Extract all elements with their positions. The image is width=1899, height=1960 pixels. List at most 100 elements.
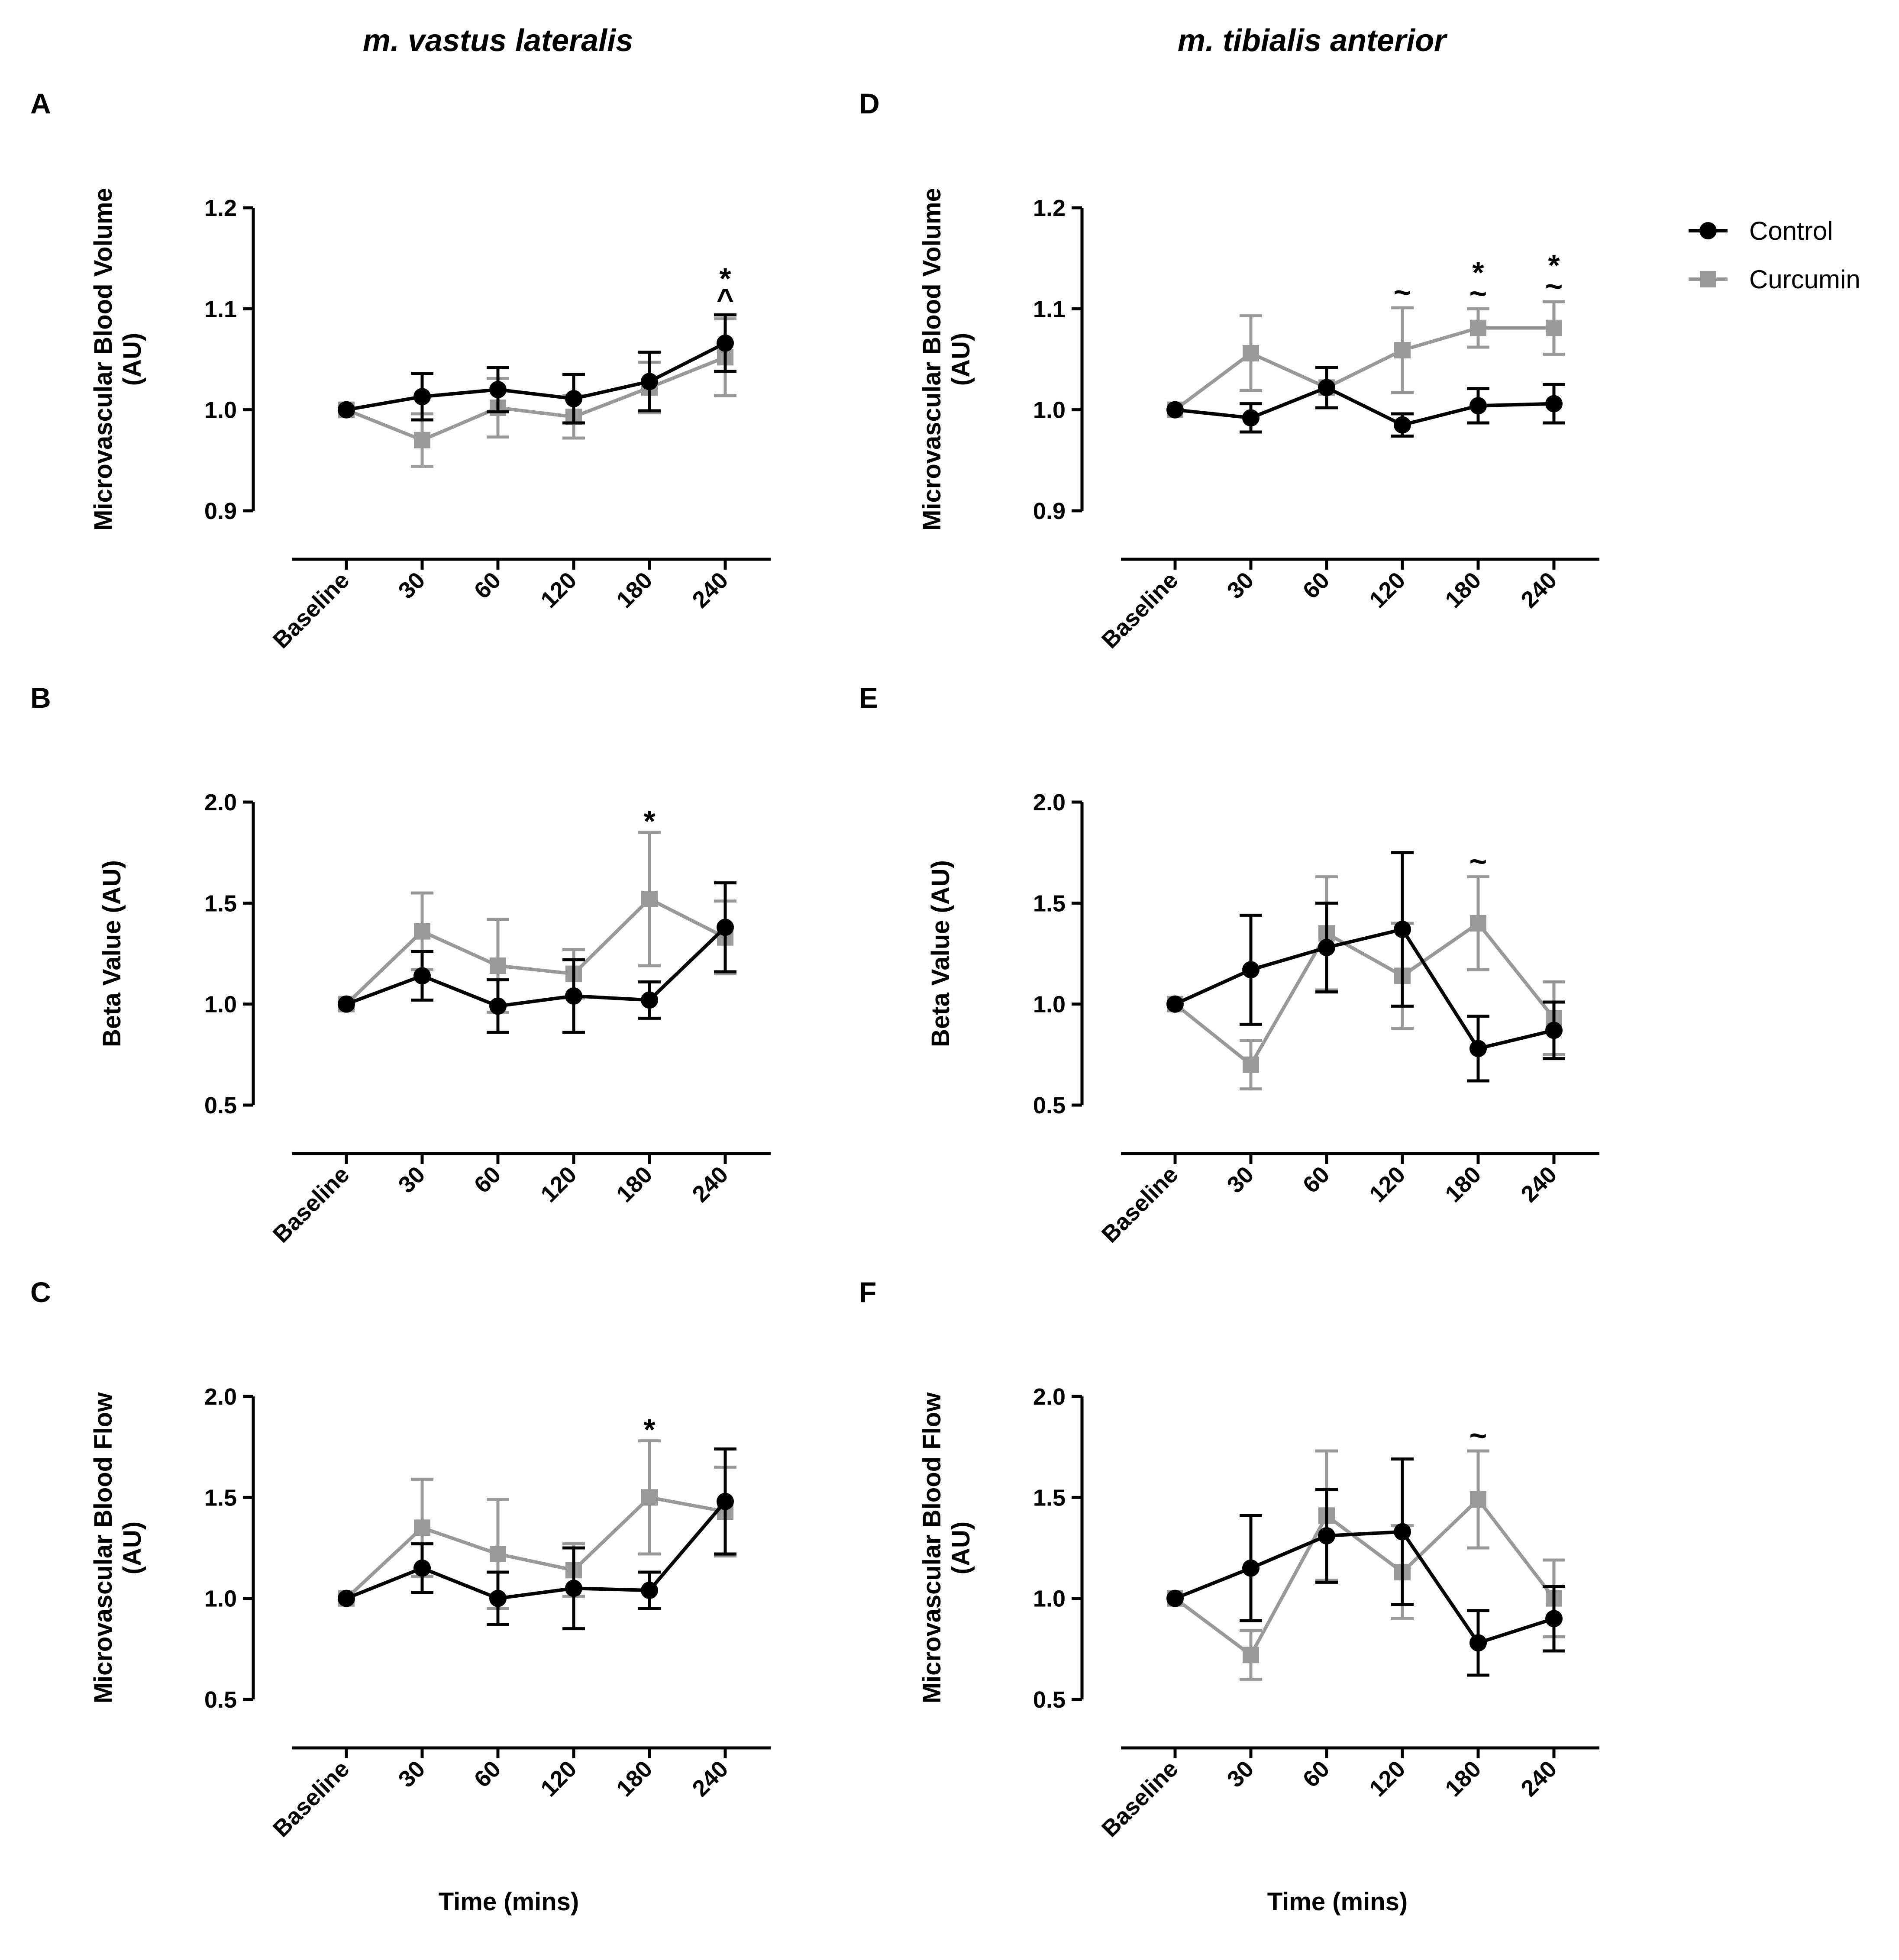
x-tick-label: 180 bbox=[611, 1161, 657, 1207]
y-axis-title: Beta Value (AU) bbox=[927, 860, 955, 1047]
series-curcumin bbox=[1167, 300, 1565, 418]
data-point-control bbox=[413, 388, 431, 406]
data-point-control bbox=[338, 401, 355, 419]
y-axis-title: Microvascular Blood Volume bbox=[89, 188, 117, 531]
y-tick-label: 0.9 bbox=[1033, 498, 1066, 524]
data-point-control bbox=[1166, 995, 1184, 1013]
significance-mark: * bbox=[719, 261, 731, 295]
y-tick-label: 1.5 bbox=[1033, 890, 1066, 916]
y-axis-title-line2: (AU) bbox=[947, 1522, 975, 1574]
x-tick-label: 120 bbox=[1364, 1756, 1410, 1802]
data-point-curcumin bbox=[1470, 319, 1486, 336]
data-point-control bbox=[489, 1589, 507, 1607]
data-point-curcumin bbox=[414, 432, 430, 448]
data-point-curcumin bbox=[1243, 1056, 1259, 1073]
series-control bbox=[1166, 851, 1565, 1083]
series-line-curcumin bbox=[345, 1496, 726, 1600]
data-point-control bbox=[338, 1589, 355, 1607]
panel-e: E 0.5 1.0 1.5 2.0 Baseline 30 60 120 180 240 Beta V… bbox=[859, 682, 1599, 1248]
x-tick-label: 180 bbox=[1440, 567, 1486, 613]
y-tick-label: 1.5 bbox=[1033, 1485, 1066, 1511]
x-tick-label: 120 bbox=[1364, 567, 1410, 613]
y-tick-label: 1.1 bbox=[204, 296, 237, 322]
y-tick-label: 0.9 bbox=[204, 498, 237, 524]
x-tick-label: 60 bbox=[1298, 1756, 1335, 1792]
data-point-curcumin bbox=[641, 1489, 658, 1506]
series-line-curcumin bbox=[346, 355, 726, 442]
y-tick-label: 1.0 bbox=[1033, 992, 1066, 1018]
panel-letter-a: A bbox=[30, 87, 51, 119]
x-tick-label: 120 bbox=[536, 1756, 581, 1802]
panel-letter-f: F bbox=[859, 1276, 876, 1308]
data-point-control bbox=[1242, 1559, 1260, 1577]
y-axis-title: Microvascular Blood Flow bbox=[89, 1392, 117, 1704]
y-tick-label: 0.5 bbox=[204, 1093, 237, 1119]
y-tick-label: 1.0 bbox=[1033, 397, 1066, 423]
y-tick-label: 1.1 bbox=[1033, 296, 1066, 322]
data-point-control bbox=[565, 390, 582, 407]
x-tick-label: Baseline bbox=[1097, 1756, 1183, 1842]
series-control bbox=[338, 1447, 736, 1631]
data-point-control bbox=[641, 991, 658, 1009]
data-point-control bbox=[489, 997, 507, 1015]
x-tick-label: Baseline bbox=[268, 567, 354, 653]
x-tick-label: 30 bbox=[394, 567, 430, 604]
x-tick-label: 240 bbox=[1516, 567, 1562, 613]
y-tick-label: 1.5 bbox=[204, 1485, 237, 1511]
data-point-control bbox=[1242, 409, 1260, 427]
data-point-control bbox=[1469, 1634, 1487, 1652]
data-point-control bbox=[1318, 939, 1335, 956]
y-tick-label: 1.0 bbox=[204, 397, 237, 423]
data-point-control bbox=[1242, 961, 1260, 979]
data-point-curcumin bbox=[1470, 1491, 1486, 1508]
x-tick-label: 180 bbox=[611, 1756, 657, 1802]
significance-mark: ^ bbox=[717, 282, 734, 316]
y-tick-label: 1.0 bbox=[204, 1586, 237, 1612]
x-tick-label: Baseline bbox=[268, 1756, 354, 1842]
significance-mark: ~ bbox=[1394, 275, 1411, 309]
data-point-control bbox=[1469, 397, 1487, 415]
legend-marker-curcumin bbox=[1700, 271, 1716, 287]
x-tick-label: 240 bbox=[1516, 1161, 1562, 1207]
legend: Control Curcumin bbox=[1689, 216, 1860, 294]
series-line-control bbox=[1174, 1530, 1555, 1645]
series-line-curcumin bbox=[1174, 1498, 1556, 1657]
data-point-control bbox=[1166, 401, 1184, 419]
panel-f: F 0.5 1.0 1.5 2.0 Baseline 30 60 120 180 240 Microv… bbox=[859, 1276, 1599, 1916]
significance-mark: ~ bbox=[1469, 276, 1487, 310]
y-tick-label: 2.0 bbox=[204, 1384, 237, 1410]
significance-mark: * bbox=[643, 1413, 656, 1447]
x-axis-title: Time (mins) bbox=[439, 1888, 579, 1916]
panels: A 0.9 1.0 1.1 1.2 Baseline 30 60 120 180 240 Microv… bbox=[30, 87, 1599, 1916]
data-point-control bbox=[641, 1582, 658, 1599]
x-axis-title: Time (mins) bbox=[1267, 1888, 1408, 1916]
panel-a: A 0.9 1.0 1.1 1.2 Baseline 30 60 120 180 240 Microv… bbox=[30, 87, 771, 654]
x-tick-label: 30 bbox=[394, 1161, 430, 1198]
series-control bbox=[1166, 366, 1565, 438]
data-point-control bbox=[1469, 1040, 1487, 1057]
x-tick-label: Baseline bbox=[1097, 567, 1183, 653]
x-tick-label: 240 bbox=[687, 1756, 733, 1802]
significance-mark: * bbox=[1548, 248, 1560, 282]
data-point-control bbox=[565, 987, 582, 1005]
series-line-curcumin bbox=[1174, 922, 1556, 1067]
significance-mark: * bbox=[1472, 255, 1484, 289]
y-tick-label: 1.0 bbox=[1033, 1586, 1066, 1612]
data-point-control bbox=[1545, 1022, 1563, 1039]
y-axis-title-line2: (AU) bbox=[118, 333, 146, 386]
y-tick-label: 2.0 bbox=[1033, 790, 1066, 816]
panel-d: D 0.9 1.0 1.1 1.2 Baseline 30 60 120 180 240 Microv… bbox=[859, 87, 1599, 654]
data-point-curcumin bbox=[490, 957, 506, 974]
x-tick-label: 60 bbox=[469, 567, 506, 604]
series-line-control bbox=[1175, 386, 1554, 427]
series-curcumin bbox=[338, 1439, 736, 1610]
data-point-control bbox=[565, 1580, 582, 1597]
data-point-control bbox=[413, 1559, 431, 1577]
y-tick-label: 1.2 bbox=[204, 195, 237, 221]
data-point-control bbox=[1545, 1610, 1563, 1628]
significance-mark: * bbox=[643, 804, 656, 838]
y-tick-label: 1.5 bbox=[204, 890, 237, 916]
data-point-control bbox=[717, 334, 734, 352]
series-control bbox=[1166, 1457, 1565, 1677]
